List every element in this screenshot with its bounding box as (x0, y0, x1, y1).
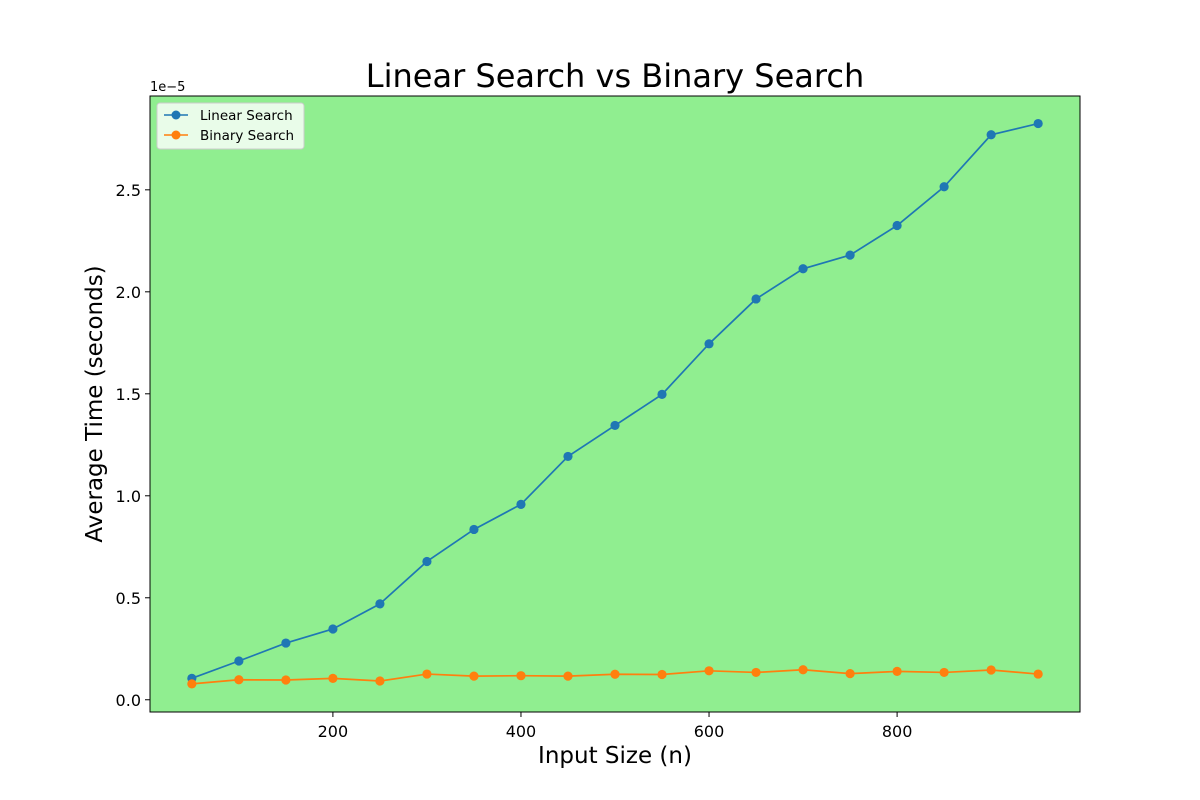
legend-marker-linear-search (171, 110, 181, 120)
data-point-linear-search (516, 499, 526, 509)
x-tick-label: 800 (882, 722, 913, 741)
plot-frame (149, 95, 1081, 713)
x-tick-label: 200 (318, 722, 349, 741)
data-point-binary-search (892, 666, 902, 677)
y-tick-label: 2.0 (116, 283, 141, 302)
y-tick-label: 1.0 (116, 487, 141, 506)
legend-box (156, 102, 305, 150)
legend: Linear Search Binary Search (156, 102, 305, 150)
y-tick-label: 2.5 (116, 181, 141, 200)
chart-title: Linear Search vs Binary Search (366, 57, 864, 95)
data-point-binary-search (375, 676, 385, 686)
data-point-linear-search (751, 294, 761, 304)
data-point-binary-search (469, 671, 479, 681)
data-point-linear-search (845, 250, 855, 260)
legend-label-binary-search: Binary Search (200, 128, 294, 144)
y-tick-label: 0.5 (116, 589, 141, 608)
data-point-linear-search (798, 264, 808, 274)
data-point-linear-search (281, 638, 291, 648)
y-tick-label: 1.5 (116, 385, 141, 404)
legend-marker-binary-search (171, 130, 181, 140)
plot-area (150, 96, 1080, 712)
series-layer (187, 118, 1043, 689)
data-point-linear-search (704, 339, 714, 349)
x-axis-ticks: 200 400 600 800 (318, 712, 913, 741)
data-point-linear-search (234, 656, 244, 666)
data-point-linear-search (469, 524, 479, 535)
data-point-linear-search (892, 220, 902, 231)
data-point-binary-search (845, 669, 855, 679)
y-axis-ticks: 0.0 0.5 1.0 1.5 2.0 2.5 (116, 181, 150, 710)
legend-label-linear-search: Linear Search (200, 108, 293, 124)
data-point-binary-search (657, 669, 667, 680)
data-point-binary-search (798, 665, 808, 675)
data-point-binary-search (751, 667, 761, 678)
data-point-binary-search (986, 665, 996, 675)
data-point-linear-search (563, 451, 573, 462)
data-point-binary-search (516, 671, 526, 681)
data-point-linear-search (422, 556, 432, 567)
data-point-linear-search (610, 420, 620, 431)
data-point-binary-search (328, 673, 338, 683)
y-tick-label: 0.0 (116, 691, 141, 710)
data-point-linear-search (375, 599, 385, 609)
data-point-binary-search (704, 666, 714, 676)
data-point-linear-search (657, 389, 667, 400)
data-point-binary-search (234, 675, 244, 685)
x-tick-label: 400 (506, 722, 537, 741)
data-point-binary-search (281, 675, 291, 685)
data-point-binary-search (939, 667, 949, 678)
y-axis-label: Average Time (seconds) (82, 265, 108, 542)
x-tick-label: 600 (694, 722, 725, 741)
data-point-binary-search (1033, 669, 1043, 679)
data-point-linear-search (328, 624, 338, 634)
x-axis-label: Input Size (n) (538, 743, 692, 769)
data-point-linear-search (1033, 118, 1043, 129)
data-point-linear-search (986, 130, 996, 140)
data-point-binary-search (563, 671, 573, 681)
y-offset-label: 1e−5 (150, 80, 185, 95)
data-point-binary-search (187, 679, 197, 689)
data-point-linear-search (939, 182, 949, 192)
data-point-binary-search (422, 669, 432, 679)
data-point-binary-search (610, 669, 620, 679)
